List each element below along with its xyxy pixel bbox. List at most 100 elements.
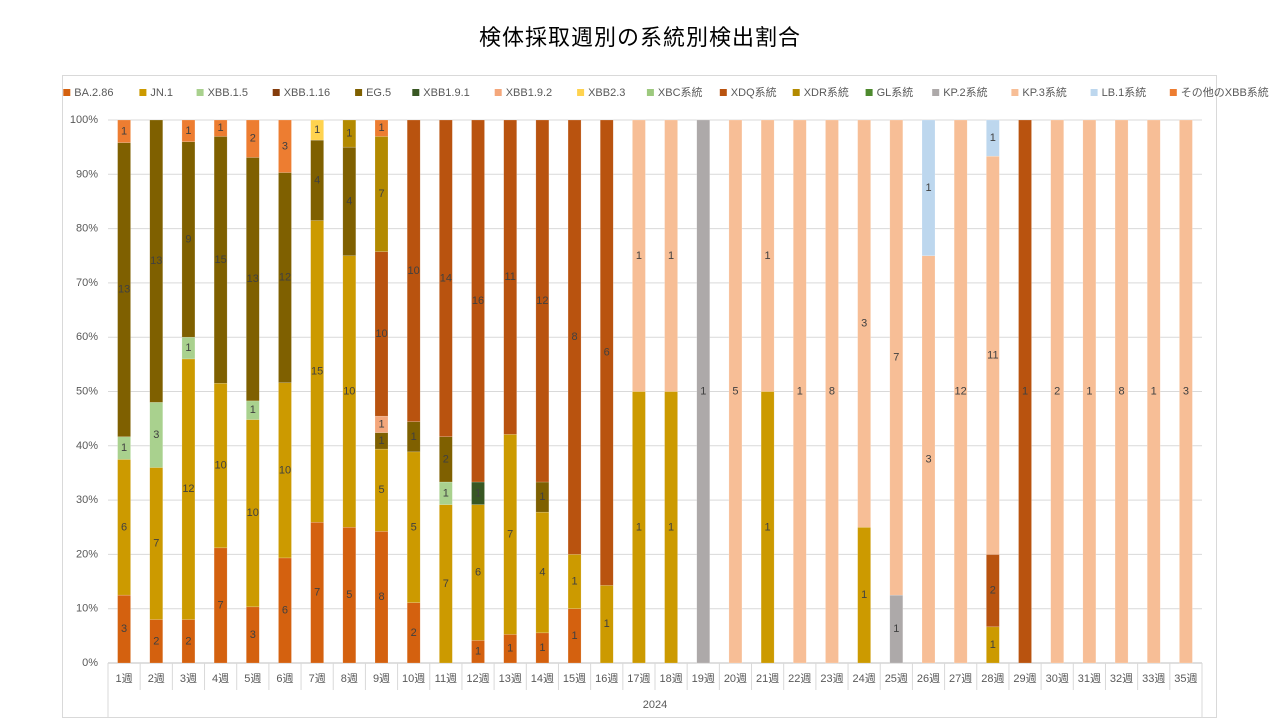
data-label: 3 — [121, 623, 127, 635]
legend-swatch — [63, 89, 71, 96]
x-tick-label: 6週 — [276, 672, 293, 685]
bar-segment — [246, 119, 260, 158]
data-label: 1 — [314, 124, 320, 136]
data-label: 11 — [987, 349, 998, 361]
y-tick-label: 50% — [76, 386, 98, 398]
data-label: 1 — [250, 404, 256, 416]
legend-swatch — [196, 89, 204, 96]
bar-segment — [406, 451, 421, 603]
data-label: 5 — [346, 589, 352, 601]
data-label: 1 — [1086, 386, 1092, 398]
data-label: 1 — [218, 122, 224, 134]
legend-item: XBC系統 — [646, 85, 703, 99]
bar-segment — [921, 119, 936, 256]
data-label: 1 — [893, 623, 899, 635]
bar-segment — [342, 119, 357, 148]
data-label: 13 — [150, 255, 162, 267]
x-tick-label: 25週 — [885, 672, 908, 685]
y-tick-label: 70% — [76, 277, 98, 289]
data-label: 2 — [443, 453, 449, 465]
data-label: 1 — [765, 250, 771, 262]
bar-segment — [889, 119, 904, 596]
legend-swatch — [494, 89, 502, 96]
legend-item: XBB.1.5 — [196, 87, 248, 99]
legend-label: XDR系統 — [804, 85, 849, 99]
data-label: 1 — [185, 342, 191, 354]
data-label: 10 — [214, 460, 226, 472]
data-label: 7 — [378, 188, 384, 200]
legend-label: KP.2系統 — [943, 85, 987, 99]
data-label: 4 — [346, 195, 352, 207]
data-label: 6 — [121, 521, 127, 533]
legend-item: JN.1 — [139, 87, 173, 99]
legend-swatch — [1169, 89, 1177, 96]
bar-segment — [535, 119, 550, 483]
data-label: 3 — [1183, 386, 1189, 398]
legend-swatch — [272, 89, 280, 96]
bar-segment — [825, 119, 839, 664]
x-tick-label: 13週 — [499, 672, 522, 685]
x-tick-label: 35週 — [1174, 672, 1197, 685]
x-tick-label: 9週 — [373, 672, 390, 685]
bar-segment — [149, 119, 164, 403]
data-label: 1 — [378, 435, 384, 447]
legend-item: その他のXBB系統 — [1169, 85, 1269, 99]
legend-label: XDQ系統 — [731, 85, 777, 99]
data-label: 2 — [250, 133, 256, 145]
data-label: 7 — [893, 352, 899, 364]
data-label: 1 — [121, 442, 127, 454]
data-label: 2 — [1054, 386, 1060, 398]
x-tick-label: 22週 — [788, 672, 811, 685]
legend-swatch — [139, 89, 147, 96]
legend-swatch — [412, 89, 420, 96]
data-label: 12 — [182, 483, 194, 495]
data-label: 4 — [314, 174, 320, 186]
data-label: 8 — [829, 386, 835, 398]
data-label: 2 — [411, 627, 417, 639]
legend-label: JN.1 — [150, 87, 173, 99]
data-label: 1 — [668, 250, 674, 262]
data-label: 1 — [539, 491, 545, 503]
data-label: 8 — [378, 591, 384, 603]
x-tick-label: 30週 — [1046, 672, 1069, 685]
bar-segment — [374, 251, 389, 417]
bar-segment — [406, 119, 421, 422]
legend-item: KP.2系統 — [932, 85, 988, 99]
data-label: 9 — [185, 233, 191, 245]
bar-segment — [117, 119, 131, 143]
gridlines — [108, 119, 1202, 664]
data-label: 3 — [282, 140, 288, 152]
legend-label: EG.5 — [366, 87, 391, 99]
data-label: 1 — [700, 386, 706, 398]
legend-item: XBB.1.16 — [272, 87, 330, 99]
x-tick-label: 32週 — [1110, 672, 1133, 685]
x-tick-label: 29週 — [1013, 672, 1036, 685]
data-label: 7 — [218, 599, 224, 611]
legend-label: XBB.1.16 — [284, 87, 330, 99]
y-tick-label: 40% — [76, 440, 98, 452]
data-label: 1 — [636, 250, 642, 262]
legend-swatch — [1011, 89, 1019, 96]
legend-item: XDQ系統 — [719, 85, 777, 99]
data-label: 2 — [185, 635, 191, 647]
x-tick-label: 2週 — [148, 672, 165, 685]
chart-title: 検体採取週別の系統別検出割合 — [478, 25, 801, 50]
legend-item: BA.2.86 — [63, 87, 113, 99]
x-tick-label: 33週 — [1142, 672, 1165, 685]
legend-label: BA.2.86 — [74, 87, 113, 99]
bar-segment — [567, 119, 582, 555]
y-tick-label: 60% — [76, 331, 98, 343]
data-label: 2 — [990, 585, 996, 597]
legend-swatch — [932, 89, 940, 96]
bar-segment — [1179, 119, 1193, 664]
data-label: 3 — [861, 318, 867, 330]
y-axis: 0% 10% 20% 30% 40% 50% 60% 70% 80% 90% 100% — [70, 114, 98, 669]
data-label: 1 — [443, 487, 449, 499]
x-tick-label: 11週 — [435, 672, 457, 685]
bar-segment — [953, 119, 968, 664]
data-label: 7 — [443, 578, 449, 590]
data-label: 7 — [314, 587, 320, 599]
data-label: 10 — [343, 386, 355, 398]
legend-swatch — [577, 89, 585, 96]
legend-swatch — [792, 89, 800, 96]
